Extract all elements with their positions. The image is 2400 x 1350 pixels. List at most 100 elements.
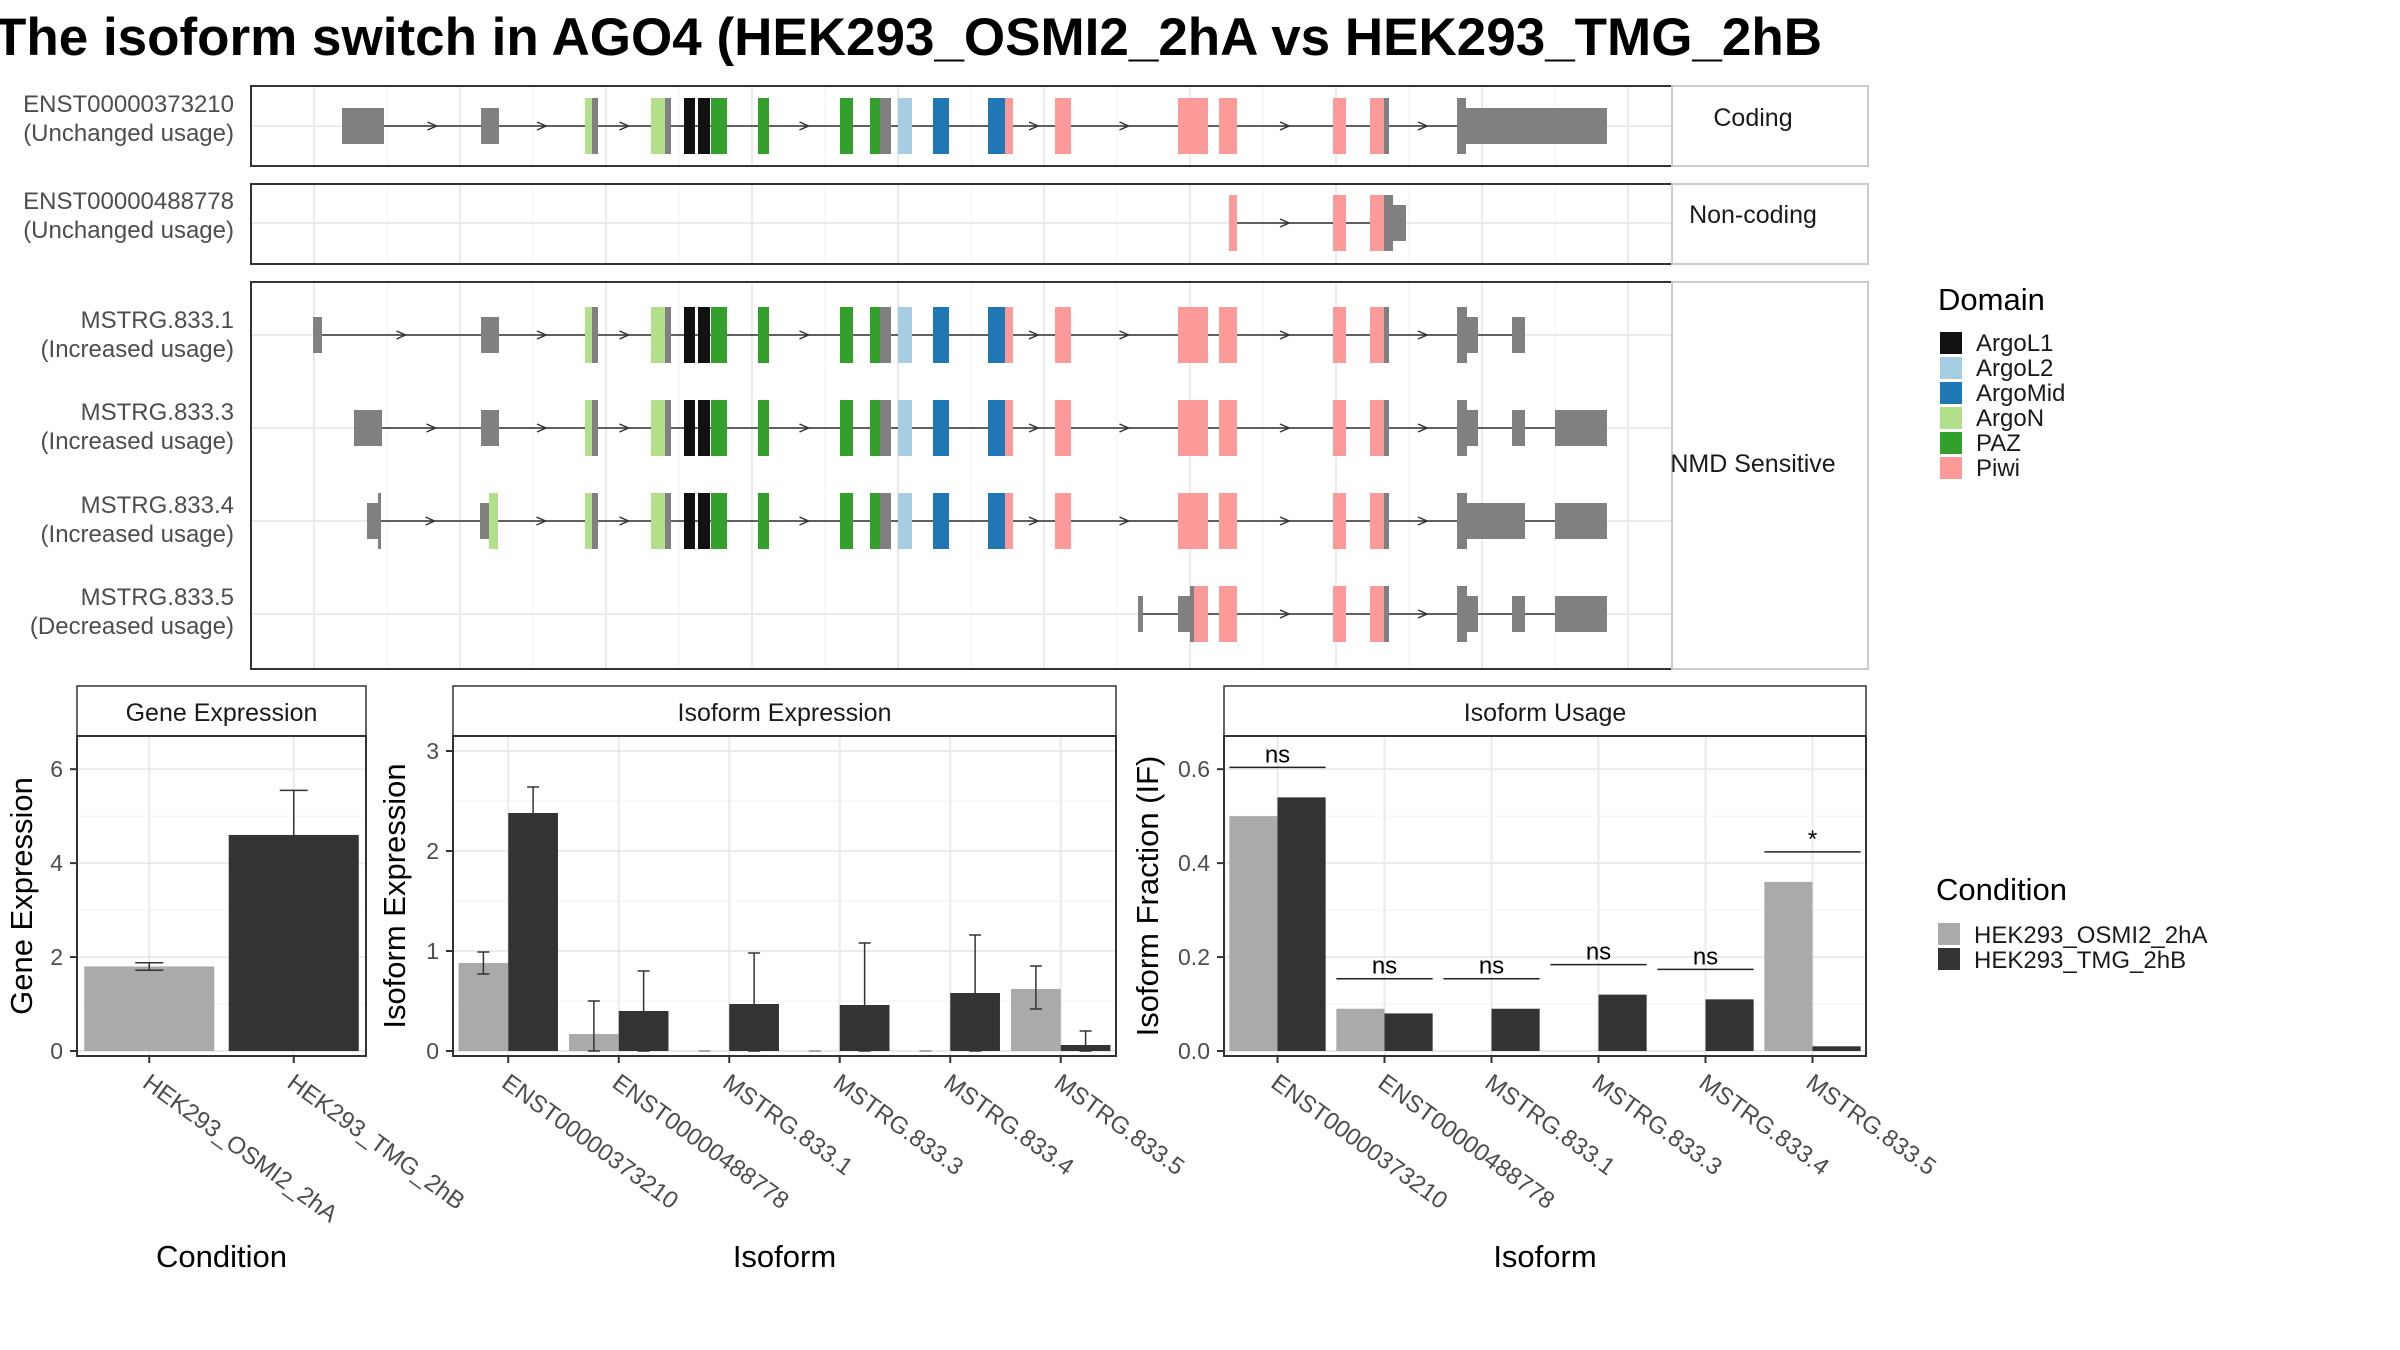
bar: [1384, 1013, 1433, 1051]
significance-label: *: [1808, 826, 1817, 853]
intron-arrow: [427, 121, 439, 131]
domain-block-argomid: [933, 307, 949, 363]
exon-block: [1512, 317, 1525, 353]
domain-block-paz: [758, 400, 769, 456]
exon-block: [354, 410, 382, 446]
bar: [84, 966, 215, 1051]
transcript-usage-label: (Unchanged usage): [23, 120, 234, 147]
chart-strip: [1223, 685, 1867, 737]
domain-block-piwi: [1333, 400, 1346, 456]
domain-block-argol1: [698, 400, 710, 456]
domain-block-piwi: [1178, 307, 1208, 363]
domain-block-argon: [585, 400, 592, 456]
y-tick-label: 0.0: [1178, 1038, 1210, 1064]
domain-block-argomid: [933, 400, 949, 456]
domain-block-argol1: [698, 98, 710, 154]
legend-swatch-argol1: [1940, 332, 1962, 354]
exon-block: [1467, 410, 1478, 446]
significance-label: ns: [1693, 943, 1718, 970]
legend-label-argomid: ArgoMid: [1976, 380, 2065, 407]
exon-block: [1467, 503, 1525, 539]
exon-block: [313, 317, 322, 353]
domain-block-paz: [758, 98, 769, 154]
transcript-usage-label: (Increased usage): [41, 521, 234, 548]
exon-block: [1555, 410, 1607, 446]
exon-block: [1457, 493, 1467, 549]
legend-swatch-piwi: [1940, 457, 1962, 479]
domain-block-argomid: [988, 98, 1005, 154]
exon-block: [1457, 307, 1467, 363]
plot-area: [1224, 736, 1866, 1056]
intron-arrow: [1279, 423, 1291, 433]
significance-label: ns: [1265, 741, 1290, 768]
x-axis-title: Condition: [156, 1239, 287, 1274]
exon-block: [1384, 307, 1389, 363]
domain-block-piwi: [1219, 98, 1237, 154]
domain-block-argol1: [698, 493, 710, 549]
exon-block: [1138, 596, 1143, 632]
exon-block: [592, 493, 598, 549]
exon-block: [880, 493, 886, 549]
domain-block-piwi: [1055, 307, 1071, 363]
condition-legend-title: Condition: [1936, 872, 2067, 907]
exon-block: [886, 400, 891, 456]
exon-block: [480, 503, 489, 539]
panel-border: [76, 735, 367, 1057]
intron-arrow: [396, 330, 408, 340]
domain-block-paz: [720, 493, 727, 549]
domain-block-argon: [651, 98, 665, 154]
domain-block-argol2: [898, 493, 912, 549]
panel-border: [1223, 735, 1867, 1057]
exon-block: [342, 108, 384, 144]
exon-block: [592, 400, 598, 456]
domain-block-piwi: [1333, 307, 1346, 363]
domain-block-paz: [840, 98, 853, 154]
intron-arrow: [1119, 330, 1131, 340]
transcript-usage-label: (Decreased usage): [30, 613, 234, 640]
domain-block-paz: [758, 307, 769, 363]
exon-block: [1512, 596, 1525, 632]
domain-block-paz: [870, 98, 880, 154]
domain-block-piwi: [1219, 400, 1237, 456]
domain-block-piwi: [1370, 493, 1384, 549]
intron-arrow: [1028, 516, 1040, 526]
figure-title: The isoform switch in AGO4 (HEK293_OSMI2…: [0, 8, 1822, 67]
domain-block-piwi: [1333, 195, 1346, 251]
exon-block: [1555, 596, 1607, 632]
domain-block-paz: [870, 307, 880, 363]
exon-block: [1384, 400, 1389, 456]
y-tick-label: 2: [426, 838, 439, 864]
legend-swatch-argon: [1940, 407, 1962, 429]
intron-arrow: [1279, 609, 1291, 619]
bar: [1598, 994, 1647, 1051]
domain-block-piwi: [1333, 586, 1346, 642]
exon-block: [1457, 98, 1466, 154]
intron-arrow: [1279, 121, 1291, 131]
intron-arrow: [1417, 330, 1429, 340]
condition-legend: Condition HEK293_OSMI2_2hA HEK293_TMG_2h…: [1936, 872, 2207, 974]
transcript-usage-label: (Increased usage): [41, 428, 234, 455]
domain-block-paz: [711, 307, 720, 363]
intron-arrow: [799, 516, 811, 526]
intron-arrow: [1417, 423, 1429, 433]
y-axis-title: Isoform Expression: [377, 763, 412, 1028]
intron-arrow: [536, 121, 548, 131]
domain-block-argomid: [933, 98, 949, 154]
exon-block: [481, 410, 499, 446]
domain-legend-title: Domain: [1938, 282, 2045, 317]
bar: [1336, 1008, 1385, 1051]
domain-block-piwi: [1178, 400, 1208, 456]
domain-legend: Domain ArgoL1 ArgoL2 ArgoMid ArgoN PAZ P…: [1938, 282, 2065, 482]
transcript-id-label: MSTRG.833.3: [81, 399, 234, 426]
exon-block: [886, 307, 891, 363]
domain-block-paz: [711, 98, 720, 154]
exon-block: [1457, 400, 1467, 456]
bar: [1812, 1046, 1861, 1051]
intron-arrow: [536, 330, 548, 340]
y-tick-label: 0: [426, 1038, 439, 1064]
exon-block: [1466, 108, 1607, 144]
domain-block-piwi: [1370, 400, 1384, 456]
domain-block-argol2: [898, 307, 912, 363]
y-tick-label: 1: [426, 938, 439, 964]
exon-block: [1384, 195, 1393, 251]
